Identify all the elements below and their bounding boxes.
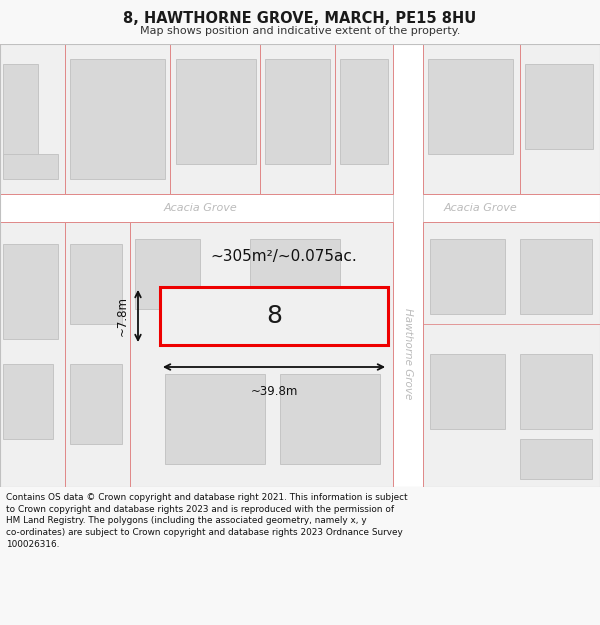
Bar (520, 44, 600, 194)
Bar (0, 44, 65, 194)
Bar (423, 222, 600, 487)
Bar (176, 59, 256, 164)
Bar (280, 374, 380, 464)
Bar (0, 222, 65, 487)
Bar (70, 59, 165, 179)
Bar (3, 364, 53, 439)
Bar (130, 222, 393, 487)
Text: 8, HAWTHORNE GROVE, MARCH, PE15 8HU: 8, HAWTHORNE GROVE, MARCH, PE15 8HU (124, 11, 476, 26)
Bar (3, 64, 38, 169)
Bar (423, 44, 520, 194)
Bar (0, 194, 600, 222)
Bar (335, 44, 393, 194)
Bar (340, 59, 388, 164)
Bar (393, 44, 423, 487)
Text: Acacia Grove: Acacia Grove (163, 203, 237, 213)
Text: Hawthorne Grove: Hawthorne Grove (403, 308, 413, 400)
Text: Contains OS data © Crown copyright and database right 2021. This information is : Contains OS data © Crown copyright and d… (6, 493, 407, 549)
Bar (520, 239, 592, 314)
Bar (135, 239, 200, 309)
Text: ~305m²/~0.075ac.: ~305m²/~0.075ac. (211, 249, 358, 264)
Bar (3, 154, 58, 179)
Bar (525, 64, 593, 149)
Bar (265, 59, 330, 164)
Bar (520, 354, 592, 429)
Bar (70, 364, 122, 444)
Bar (65, 222, 130, 487)
Bar (165, 374, 265, 464)
Text: ~7.8m: ~7.8m (115, 296, 128, 336)
Bar (250, 239, 340, 309)
Text: Acacia Grove: Acacia Grove (443, 203, 517, 213)
Bar (3, 244, 58, 339)
Bar (520, 439, 592, 479)
Bar (70, 244, 122, 324)
Bar (430, 239, 505, 314)
Bar (170, 44, 260, 194)
Text: 8: 8 (266, 304, 282, 328)
Bar (65, 44, 170, 194)
Bar (260, 44, 335, 194)
Text: ~39.8m: ~39.8m (250, 385, 298, 398)
Bar (430, 354, 505, 429)
Bar (428, 59, 513, 154)
Text: Map shows position and indicative extent of the property.: Map shows position and indicative extent… (140, 26, 460, 36)
Bar (160, 287, 388, 345)
